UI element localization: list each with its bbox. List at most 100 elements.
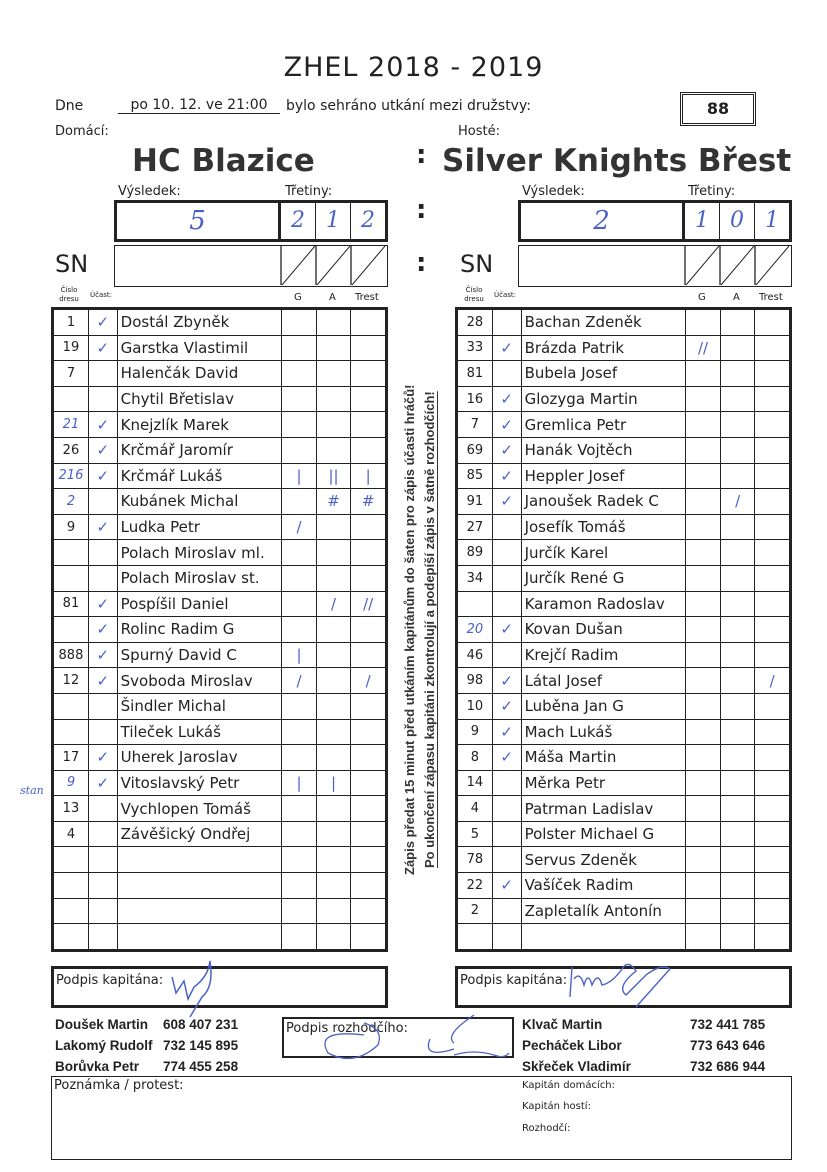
attendance-check[interactable]: ✓ — [491, 462, 522, 490]
assists-mark[interactable] — [719, 744, 756, 771]
goals-mark[interactable] — [685, 820, 721, 848]
penalty-mark[interactable] — [754, 846, 791, 874]
away-captain-signature-box[interactable]: Podpis kapitána: — [455, 963, 792, 1008]
penalty-mark[interactable] — [350, 360, 387, 387]
attendance-check[interactable]: ✓ — [87, 436, 118, 464]
jersey-number[interactable]: 8 — [456, 744, 493, 771]
jersey-number[interactable] — [52, 897, 89, 925]
attendance-check[interactable] — [491, 360, 522, 387]
attendance-check[interactable]: ✓ — [491, 411, 522, 438]
attendance-check[interactable] — [87, 897, 118, 925]
assists-mark[interactable]: || — [315, 462, 352, 490]
assists-mark[interactable]: # — [315, 488, 352, 515]
jersey-number[interactable]: 9 — [456, 718, 493, 746]
attendance-check[interactable]: ✓ — [87, 616, 118, 643]
jersey-number[interactable]: 216 — [52, 462, 89, 490]
goals-mark[interactable] — [281, 692, 317, 720]
home-result[interactable]: 5 — [117, 203, 281, 239]
assists-mark[interactable] — [315, 692, 352, 720]
assists-mark[interactable] — [719, 462, 756, 490]
penalty-mark[interactable] — [350, 385, 387, 413]
goals-mark[interactable] — [685, 923, 721, 951]
assists-mark[interactable] — [719, 385, 756, 413]
penalty-mark[interactable] — [350, 436, 387, 464]
jersey-number[interactable] — [52, 564, 89, 592]
jersey-number[interactable]: 98 — [456, 667, 493, 694]
assists-mark[interactable] — [315, 718, 352, 746]
goals-mark[interactable] — [685, 488, 721, 515]
assists-mark[interactable] — [719, 539, 756, 566]
goals-mark[interactable] — [281, 334, 317, 362]
attendance-check[interactable]: ✓ — [491, 744, 522, 771]
assists-mark[interactable]: | — [315, 769, 352, 797]
assists-mark[interactable] — [315, 334, 352, 362]
assists-mark[interactable] — [719, 513, 756, 541]
assists-mark[interactable] — [315, 820, 352, 848]
goals-mark[interactable] — [685, 411, 721, 438]
jersey-number[interactable]: 10 — [456, 692, 493, 720]
penalty-mark[interactable] — [754, 334, 791, 362]
penalty-mark[interactable] — [754, 436, 791, 464]
assists-mark[interactable] — [719, 923, 756, 951]
goals-mark[interactable] — [685, 744, 721, 771]
jersey-number[interactable] — [52, 846, 89, 874]
away-period-2[interactable]: 0 — [720, 203, 755, 239]
penalty-mark[interactable] — [754, 744, 791, 771]
penalty-mark[interactable] — [350, 411, 387, 438]
goals-mark[interactable] — [281, 385, 317, 413]
assists-mark[interactable] — [719, 334, 756, 362]
penalty-mark[interactable] — [350, 513, 387, 541]
penalty-mark[interactable] — [350, 692, 387, 720]
penalty-mark[interactable] — [754, 897, 791, 925]
goals-mark[interactable] — [281, 820, 317, 848]
goals-mark[interactable] — [685, 718, 721, 746]
home-period-2[interactable]: 1 — [316, 203, 351, 239]
goals-mark[interactable] — [281, 795, 317, 822]
assists-mark[interactable] — [719, 846, 756, 874]
goals-mark[interactable] — [685, 846, 721, 874]
attendance-check[interactable]: ✓ — [491, 667, 522, 694]
assists-mark[interactable] — [719, 820, 756, 848]
jersey-number[interactable]: 85 — [456, 462, 493, 490]
penalty-mark[interactable] — [350, 308, 387, 336]
attendance-check[interactable]: ✓ — [87, 590, 118, 618]
jersey-number[interactable]: 26 — [52, 436, 89, 464]
jersey-number[interactable]: 19 — [52, 334, 89, 362]
penalty-mark[interactable] — [754, 872, 791, 899]
attendance-check[interactable]: ✓ — [491, 692, 522, 720]
jersey-number[interactable]: 16 — [456, 385, 493, 413]
goals-mark[interactable] — [685, 872, 721, 899]
goals-mark[interactable] — [281, 411, 317, 438]
home-captain-signature-box[interactable]: Podpis kapitána: — [51, 960, 388, 1017]
penalty-mark[interactable] — [350, 744, 387, 771]
assists-mark[interactable] — [315, 513, 352, 541]
away-period-1[interactable]: 1 — [685, 203, 720, 239]
penalty-mark[interactable] — [754, 692, 791, 720]
assists-mark[interactable] — [315, 411, 352, 438]
assists-mark[interactable] — [719, 872, 756, 899]
attendance-check[interactable] — [87, 385, 118, 413]
assists-mark[interactable] — [315, 436, 352, 464]
away-result[interactable]: 2 — [521, 203, 685, 239]
jersey-number[interactable]: 7 — [52, 360, 89, 387]
jersey-number[interactable]: 46 — [456, 641, 493, 669]
goals-mark[interactable] — [685, 539, 721, 566]
home-period-1[interactable]: 2 — [281, 203, 316, 239]
penalty-mark[interactable] — [754, 820, 791, 848]
goals-mark[interactable] — [685, 308, 721, 336]
attendance-check[interactable] — [491, 308, 522, 336]
penalty-mark[interactable] — [350, 539, 387, 566]
penalty-mark[interactable] — [754, 308, 791, 336]
attendance-check[interactable]: ✓ — [87, 667, 118, 694]
attendance-check[interactable]: ✓ — [87, 744, 118, 771]
penalty-mark[interactable] — [754, 513, 791, 541]
jersey-number[interactable]: 1 — [52, 308, 89, 336]
penalty-mark[interactable] — [350, 923, 387, 951]
jersey-number[interactable] — [52, 872, 89, 899]
penalty-mark[interactable] — [350, 897, 387, 925]
goals-mark[interactable] — [281, 744, 317, 771]
jersey-number[interactable]: 4 — [456, 795, 493, 822]
assists-mark[interactable] — [719, 769, 756, 797]
goals-mark[interactable] — [281, 308, 317, 336]
jersey-number[interactable]: 4 — [52, 820, 89, 848]
